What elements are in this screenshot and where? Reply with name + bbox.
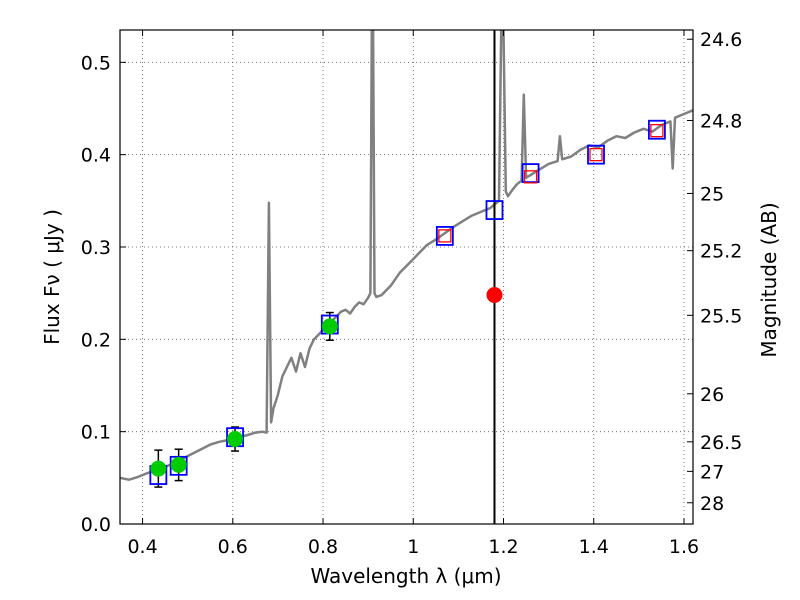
model-photometry-square (435, 226, 454, 246)
y-tick-label: 0.2 (81, 329, 111, 351)
spectrum-layer (120, 30, 693, 481)
x-tick-label: 0.8 (308, 536, 338, 558)
magnitude-axis-label: Magnitude (AB) (757, 202, 781, 357)
x-tick-label: 1.4 (579, 536, 609, 558)
y-tick-labels: 0.0 0.1 0.2 0.3 0.4 0.5 (81, 52, 111, 536)
y-tick-label: 0.3 (81, 237, 111, 259)
x-tick-label: 1 (407, 536, 419, 558)
highlighted-point (486, 287, 503, 304)
predicted-photometry-square (523, 170, 538, 184)
x-tick-labels: 0.4 0.6 0.8 1 1.2 1.4 1.6 (127, 536, 699, 558)
model-photometry-square (648, 119, 666, 140)
x-tick-label: 1.6 (669, 536, 699, 558)
y-tick-label: 0.4 (81, 145, 111, 167)
model-photometry-square (169, 455, 188, 476)
magnitude-tick-label: 25.2 (700, 241, 742, 263)
magnitude-tick-label: 24.6 (700, 29, 742, 51)
x-tick-label: 0.6 (218, 536, 248, 558)
model-photometry-square (587, 144, 605, 165)
y-tick-label: 0.5 (81, 52, 111, 74)
plot-area (120, 30, 693, 524)
x-tick-label: 1.2 (488, 536, 518, 558)
observed-photometry-point (150, 460, 167, 477)
plot-frame (119, 29, 694, 525)
magnitude-tick-label: 26.5 (700, 432, 742, 454)
magnitude-tick-label: 25.5 (700, 305, 742, 327)
magnitude-tick-label: 27 (700, 461, 724, 483)
observed-photometry-point (227, 431, 244, 448)
magnitude-tick-label: 28 (700, 493, 724, 515)
magnitude-tick-label: 24.8 (700, 110, 742, 132)
predicted-photometry-square (438, 229, 452, 243)
predicted-photometry-square (589, 148, 603, 162)
spectrum-line (120, 30, 693, 481)
magnitude-tick-label: 25 (700, 183, 724, 205)
y-tick-label: 0.0 (81, 514, 111, 536)
model-photometry-square (521, 163, 540, 184)
y-tick-label: 0.1 (81, 422, 111, 444)
x-axis-label: Wavelength λ (μm) (310, 564, 501, 588)
x-tick-label: 0.4 (127, 536, 157, 558)
magnitude-tick-label: 26 (700, 384, 724, 406)
points-layer (149, 119, 666, 488)
model-photometry-square (485, 200, 504, 220)
observed-photometry-point (170, 456, 187, 473)
y-axis-label: Flux Fν ( μJy ) (40, 209, 64, 345)
predicted-photometry-square (650, 123, 664, 138)
axis-ticks (120, 30, 693, 525)
observed-photometry-point (321, 318, 338, 335)
magnitude-tick-labels: 24.6 24.8 25 25.2 25.5 26 26.5 27 28 (700, 29, 742, 515)
plot-background (120, 30, 693, 524)
